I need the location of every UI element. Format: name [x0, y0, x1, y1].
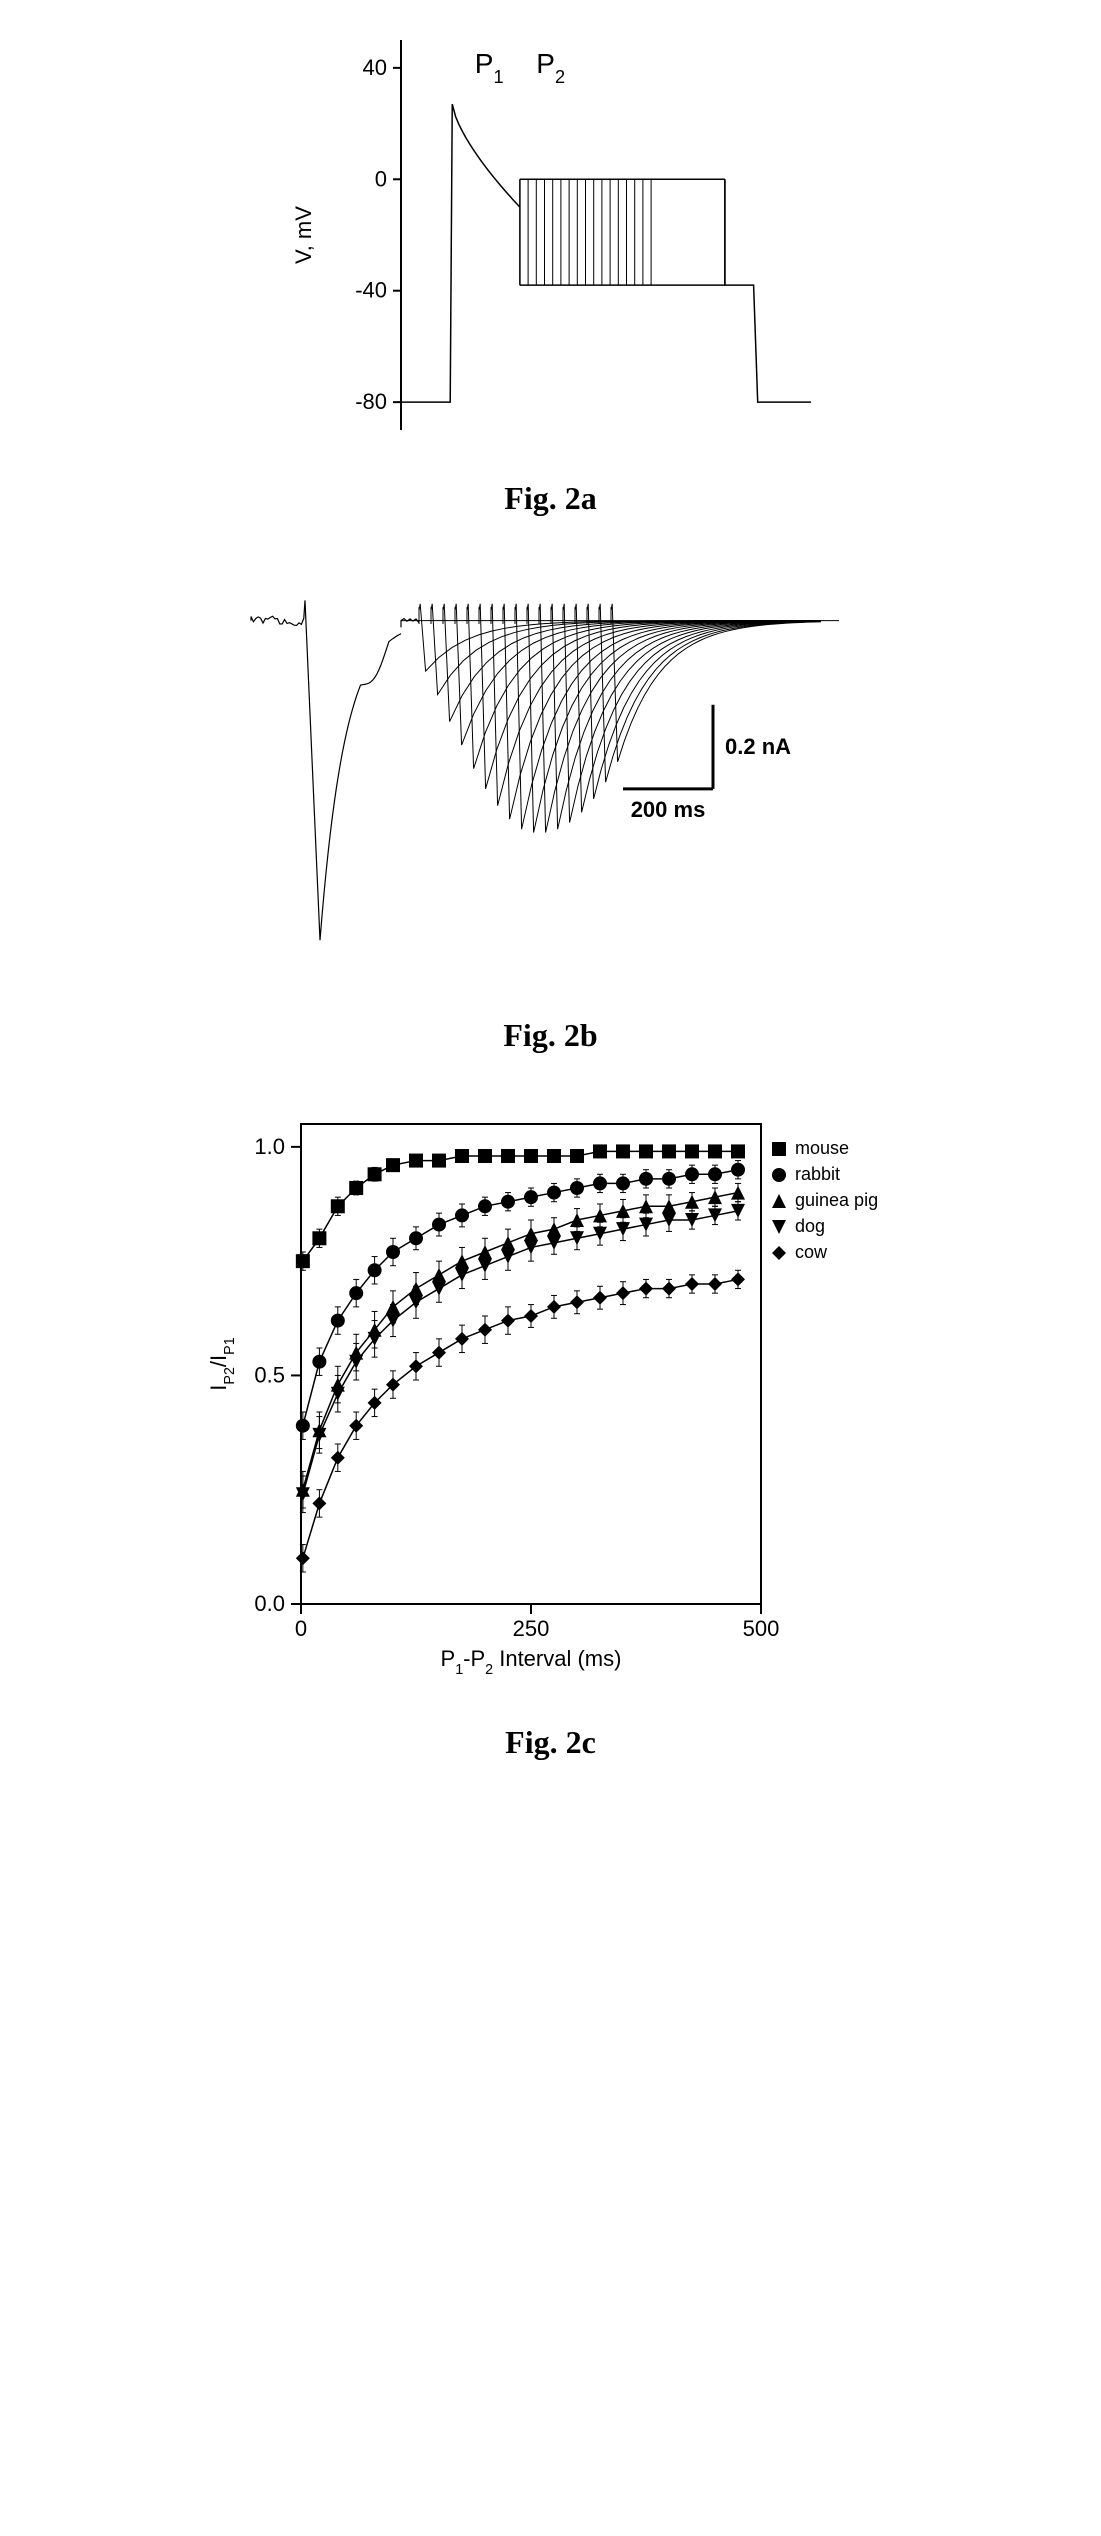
caption-a: Fig. 2a: [504, 480, 596, 517]
svg-text:guinea pig: guinea pig: [795, 1190, 878, 1210]
svg-text:0: 0: [294, 1616, 306, 1641]
svg-text:200 ms: 200 ms: [630, 797, 705, 822]
svg-text:mouse: mouse: [795, 1138, 849, 1158]
caption-c: Fig. 2c: [505, 1724, 596, 1761]
svg-text:V, mV: V, mV: [291, 206, 316, 264]
svg-text:rabbit: rabbit: [795, 1164, 840, 1184]
svg-text:0: 0: [374, 166, 386, 191]
svg-text:250: 250: [512, 1616, 549, 1641]
svg-text:1.0: 1.0: [254, 1134, 285, 1159]
figure-container: -80 -40 0 40 V, mV P1 P2 Fig. 2a 0.2 nA 200 ms …: [0, 20, 1101, 1761]
svg-text:-80: -80: [355, 389, 387, 414]
svg-text:0.5: 0.5: [254, 1362, 285, 1387]
panel-a: -80 -40 0 40 V, mV P1 P2 Fig. 2a: [271, 20, 831, 517]
svg-text:-40: -40: [355, 278, 387, 303]
fig2b-svg: 0.2 nA 200 ms: [211, 557, 891, 987]
svg-text:P2: P2: [536, 48, 565, 87]
fig2c-svg: 0 250 500 0.0 0.5 1.0 P1-P2 Interval (ms) IP2/I…: [191, 1094, 911, 1694]
svg-text:500: 500: [742, 1616, 779, 1641]
svg-text:40: 40: [362, 55, 386, 80]
caption-b: Fig. 2b: [503, 1017, 597, 1054]
svg-text:IP2/IP1: IP2/IP1: [206, 1337, 238, 1390]
svg-text:0.0: 0.0: [254, 1591, 285, 1616]
fig2a-svg: -80 -40 0 40 V, mV P1 P2: [271, 20, 831, 450]
svg-text:cow: cow: [795, 1242, 828, 1262]
svg-text:P1: P1: [474, 48, 503, 87]
panel-b: 0.2 nA 200 ms Fig. 2b: [211, 557, 891, 1054]
svg-text:dog: dog: [795, 1216, 825, 1236]
svg-text:P1-P2 Interval (ms): P1-P2 Interval (ms): [440, 1646, 621, 1678]
panel-c: 0 250 500 0.0 0.5 1.0 P1-P2 Interval (ms) IP2/I…: [191, 1094, 911, 1761]
svg-text:0.2 nA: 0.2 nA: [725, 734, 791, 759]
